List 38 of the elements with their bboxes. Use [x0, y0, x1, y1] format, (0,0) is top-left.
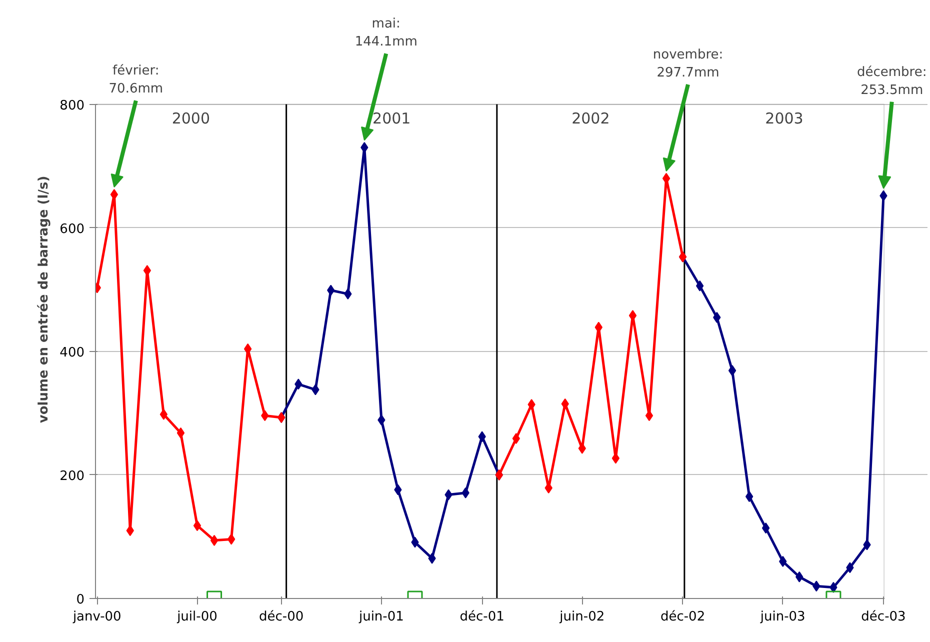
point: [160, 408, 168, 420]
x-tick-label: juin-02: [558, 610, 605, 624]
x-tick-label: juin-03: [759, 610, 806, 624]
y-tick-label: 600: [60, 222, 85, 237]
x-tick-label: juin-01: [358, 610, 404, 624]
y-axis-title: volume en entrée de barrage (l/s): [36, 176, 52, 424]
x-tick-label: déc-02: [660, 610, 706, 624]
y-tick-label: 0: [76, 592, 85, 608]
annotation: 2001: [372, 109, 411, 128]
annotation: 2002: [572, 109, 610, 128]
x-tick-label: déc-03: [861, 610, 906, 624]
x-tick-label: janv-00: [72, 610, 122, 624]
point: [762, 522, 770, 534]
annotation: février: 70.6mm: [108, 64, 164, 97]
y-tick-label: 200: [60, 468, 85, 484]
x-tick-label: déc-01: [460, 610, 504, 624]
point: [696, 280, 704, 292]
x-tick-label: déc-00: [259, 610, 304, 624]
point: [244, 343, 252, 354]
point: [728, 365, 736, 376]
y-tick-label: 400: [60, 345, 85, 360]
point: [662, 172, 670, 184]
point: [143, 264, 152, 276]
point: [193, 520, 202, 532]
point: [745, 491, 754, 502]
annotation: 2000: [172, 109, 210, 128]
annotation: novembre: 297.7mm: [652, 48, 724, 81]
point: [110, 188, 118, 200]
annotation: 2003: [765, 109, 804, 128]
y-tick-label: 800: [60, 98, 85, 114]
point: [176, 427, 185, 438]
annotation: mai: 144.1mm: [354, 16, 418, 50]
point: [210, 534, 218, 546]
point: [512, 433, 520, 444]
point: [645, 410, 654, 422]
annotation: décembre: 253.5mm: [856, 64, 927, 98]
x-tick-label: juil-00: [176, 610, 218, 624]
point: [227, 534, 236, 545]
